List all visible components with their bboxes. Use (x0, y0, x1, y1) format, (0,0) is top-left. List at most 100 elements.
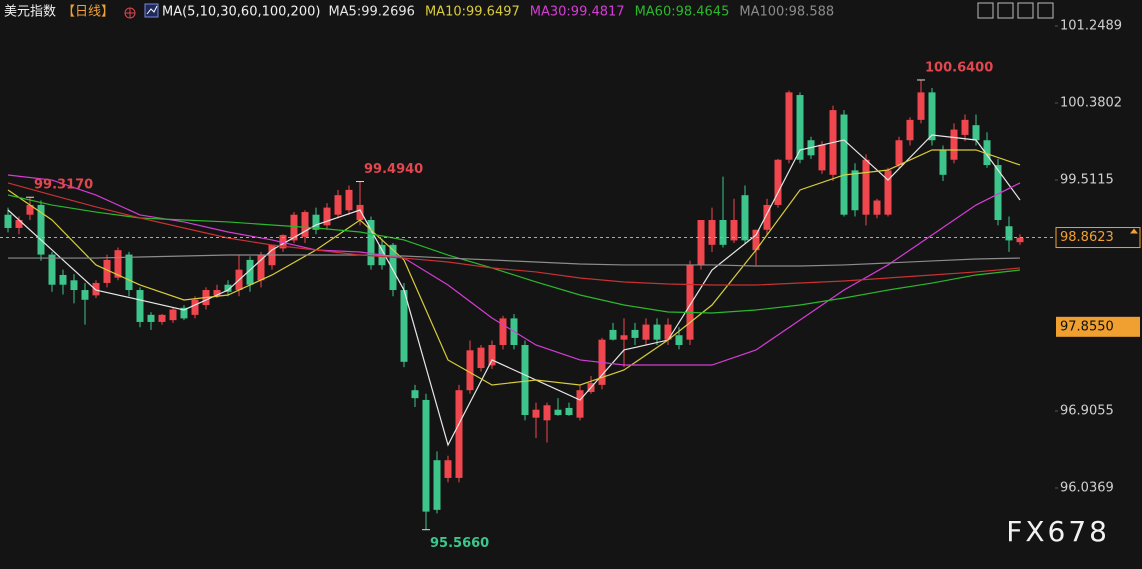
y-tick-label: 99.5115 (1060, 172, 1114, 187)
candle-body (70, 280, 78, 291)
candle-body (620, 335, 628, 340)
candle-body (708, 220, 716, 245)
candle-body (785, 92, 793, 160)
candle-body (147, 314, 155, 322)
watermark: FX678 (1006, 515, 1110, 548)
candle-body (48, 254, 56, 285)
candle-body (741, 195, 749, 241)
candle-body (26, 204, 34, 215)
candle-body (323, 207, 331, 226)
candle-body (411, 390, 419, 399)
candle-body (697, 220, 705, 266)
candle-body (840, 114, 848, 215)
candle-body (213, 290, 221, 296)
candle-body (884, 170, 892, 215)
ma-line (7, 182, 1021, 286)
candle-body (400, 290, 408, 362)
ma-icon-line (146, 5, 158, 15)
candle-body (730, 220, 738, 241)
candle-body (455, 390, 463, 478)
tool-button[interactable] (977, 2, 994, 19)
ma-line (7, 134, 1021, 447)
candle-body (675, 335, 683, 345)
candle-body (873, 200, 881, 215)
legend-entry: MA30:99.4817 (530, 5, 625, 20)
candle-body (521, 344, 529, 416)
candle-body (972, 125, 980, 141)
y-tick-label: 96.9055 (1060, 403, 1114, 418)
candle-body (488, 344, 496, 366)
ma-line (7, 194, 1021, 314)
legend-entry: MA100:98.588 (739, 5, 834, 20)
ma-icon[interactable] (144, 3, 159, 18)
candle-body (312, 214, 320, 230)
candle-body (37, 204, 45, 255)
annotation: 100.6400 (925, 60, 993, 75)
candle-body (1016, 237, 1024, 243)
candle-body (983, 140, 991, 166)
candle-body (356, 204, 364, 221)
candle-body (719, 220, 727, 245)
ma-line (8, 254, 1021, 267)
candle-body (246, 259, 254, 285)
candle-body (224, 284, 232, 292)
candle-body (191, 299, 199, 315)
candle-body (367, 220, 375, 266)
candle-body (895, 140, 903, 166)
last-price-label: 98.8623 (1060, 230, 1114, 245)
candle-body (466, 350, 474, 391)
toolbar (977, 2, 1054, 19)
candle-body (158, 314, 166, 322)
period[interactable]: 【日线】 (62, 5, 114, 20)
candle-body (543, 405, 551, 421)
candle-body (389, 244, 397, 291)
annotation: 99.3170 (34, 178, 93, 193)
tool-button[interactable] (1017, 2, 1034, 19)
annotation: 99.4940 (364, 162, 423, 177)
candle-body (532, 409, 540, 418)
tool-button[interactable] (1037, 2, 1054, 19)
candle-body (290, 214, 298, 241)
instrument-name: 美元指数 (4, 5, 56, 20)
candle-body (565, 407, 573, 416)
candle-body (796, 95, 804, 160)
candle-body (4, 214, 12, 228)
candle-body (257, 254, 265, 281)
candle-body (169, 309, 177, 321)
candle-body (554, 409, 562, 416)
candle-body (774, 159, 782, 205)
ma-line (7, 174, 1021, 366)
candle-body (499, 318, 507, 345)
marker-price-box (1056, 316, 1140, 337)
ma-line (7, 149, 1021, 386)
legend-entry: MA60:98.4645 (635, 5, 730, 20)
y-tick-label: 96.0369 (1060, 480, 1114, 495)
candle-body (103, 259, 111, 283)
plot: 101.2489 100.3802 99.5115 96.9055 96.0369 99.… (0, 18, 1141, 551)
legend-entry: MA10:99.6497 (425, 5, 520, 20)
candle-body (114, 250, 122, 278)
candle-body (752, 229, 760, 251)
last-price-arrow (1130, 228, 1138, 234)
candle-body (125, 254, 133, 291)
candle-body (1005, 226, 1013, 241)
tool-button[interactable] (997, 2, 1014, 19)
candle-body (686, 265, 694, 340)
candle-body (994, 165, 1002, 221)
candle-body (81, 290, 89, 300)
y-tick-label: 101.2489 (1060, 18, 1122, 33)
candle-body (763, 204, 771, 230)
candle-body (180, 307, 188, 319)
candle-body (862, 159, 870, 215)
candle-body (917, 92, 925, 120)
candle-body (818, 144, 826, 171)
candle-body (950, 129, 958, 160)
candle-body (433, 460, 441, 510)
candle-body (92, 282, 100, 296)
candle-body (59, 274, 67, 285)
candle-body (422, 399, 430, 512)
candle-body (939, 149, 947, 175)
